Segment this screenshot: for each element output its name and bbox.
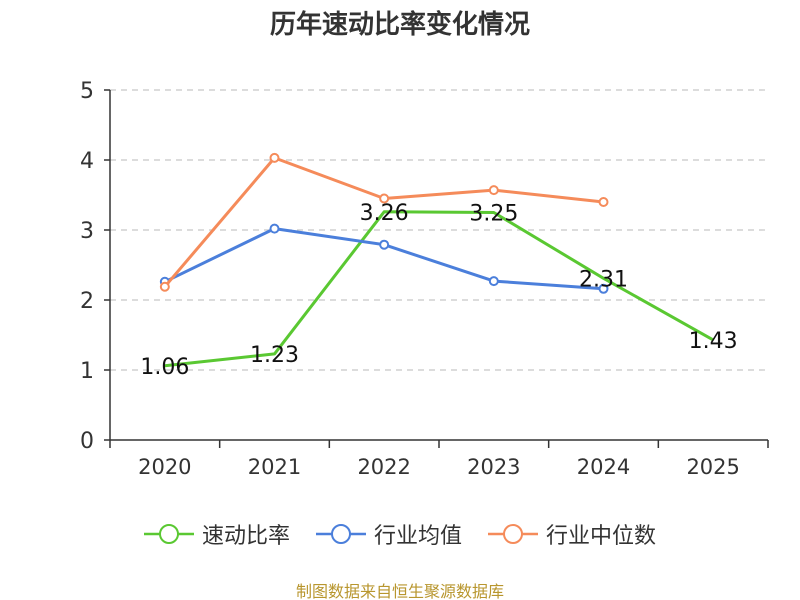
data-label-2021: 1.23: [250, 343, 299, 368]
grid-layer: [110, 90, 768, 370]
series-2-point-2024: [600, 198, 608, 206]
legend-swatch-industry-mean: [316, 521, 366, 547]
data-label-layer: 1.06 1.23 3.26 3.25 2.31 1.43: [140, 201, 737, 380]
legend-swatch-quick-ratio: [144, 521, 194, 547]
y-tick-label-2: 2: [80, 289, 94, 314]
x-tick-label-2023: 2023: [467, 455, 520, 479]
y-tick-label-5: 5: [80, 79, 94, 104]
y-tick-label-0: 0: [80, 429, 94, 454]
x-tick-label-2020: 2020: [138, 455, 191, 479]
data-label-2025: 1.43: [689, 329, 738, 354]
axis-layer: 0 1 2 3 4 5 2020 2021 2022 2023 2024 2025: [80, 79, 768, 479]
series-layer: [161, 154, 713, 366]
legend-label-industry-median: 行业中位数: [546, 518, 656, 550]
legend-item-industry-median[interactable]: 行业中位数: [488, 518, 656, 550]
legend-item-quick-ratio[interactable]: 速动比率: [144, 518, 290, 550]
legend: 速动比率 行业均值 行业中位数: [0, 518, 800, 550]
y-tick-label-1: 1: [80, 359, 94, 384]
y-tick-label-3: 3: [80, 219, 94, 244]
series-1-point-2023: [490, 277, 498, 285]
x-tick-label-2022: 2022: [357, 455, 410, 479]
x-tick-label-2025: 2025: [686, 455, 739, 479]
data-label-2024: 2.31: [579, 267, 628, 292]
x-tick-label-2024: 2024: [577, 455, 630, 479]
series-1-point-2021: [271, 225, 279, 233]
legend-swatch-industry-median: [488, 521, 538, 547]
series-2-point-2021: [271, 154, 279, 162]
y-tick-label-4: 4: [80, 149, 94, 174]
series-1-point-2022: [380, 241, 388, 249]
legend-label-quick-ratio: 速动比率: [202, 518, 290, 550]
legend-item-industry-mean[interactable]: 行业均值: [316, 518, 462, 550]
data-label-2023: 3.25: [469, 202, 518, 227]
line-chart: 0 1 2 3 4 5 2020 2021 2022 2023 2024 2025 1.06 1.23 3…: [0, 0, 800, 600]
legend-label-industry-mean: 行业均值: [374, 518, 462, 550]
x-tick-label-2021: 2021: [248, 455, 301, 479]
series-2-point-2020: [161, 283, 169, 291]
series-line-0: [165, 212, 713, 366]
data-label-2020: 1.06: [140, 355, 189, 380]
series-2-point-2023: [490, 186, 498, 194]
data-label-2022: 3.26: [360, 201, 409, 226]
source-note: 制图数据来自恒生聚源数据库: [0, 578, 800, 600]
